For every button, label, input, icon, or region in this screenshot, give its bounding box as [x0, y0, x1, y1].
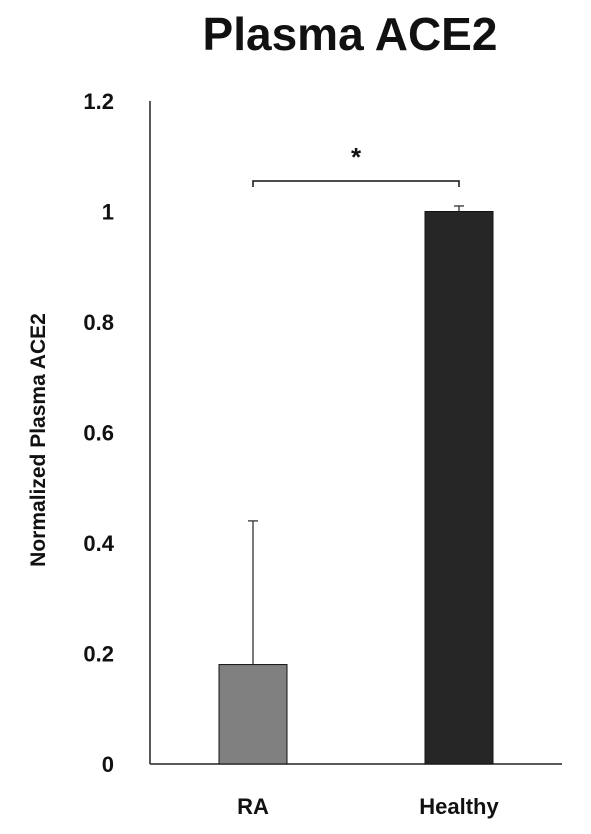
x-axis-categories: RA Healthy: [237, 794, 499, 819]
error-bar-ra: [248, 520, 258, 665]
x-category-label: RA: [237, 794, 269, 819]
error-bars-group: [248, 205, 464, 665]
bar-healthy: [424, 211, 494, 765]
y-tick-label: 0.4: [83, 531, 114, 556]
significance-annotation: *: [252, 142, 460, 187]
y-tick-label: 1: [102, 200, 114, 225]
chart-title: Plasma ACE2: [203, 8, 498, 60]
bars-group: [218, 211, 494, 765]
y-tick-label: 0.2: [83, 642, 114, 667]
significance-bracket: [252, 180, 460, 187]
y-tick-label: 0.6: [83, 421, 114, 446]
y-tick-label: 0: [102, 752, 114, 777]
bar-ra: [218, 664, 288, 765]
y-axis-label: Normalized Plasma ACE2: [27, 313, 50, 567]
x-category-label: Healthy: [419, 794, 499, 819]
significance-star: *: [351, 142, 362, 172]
y-axis-ticks: 0 0.2 0.4 0.6 0.8 1 1.2: [83, 89, 114, 777]
error-bar-healthy: [454, 205, 464, 212]
y-tick-label: 0.8: [83, 310, 114, 335]
y-tick-label: 1.2: [83, 89, 114, 114]
